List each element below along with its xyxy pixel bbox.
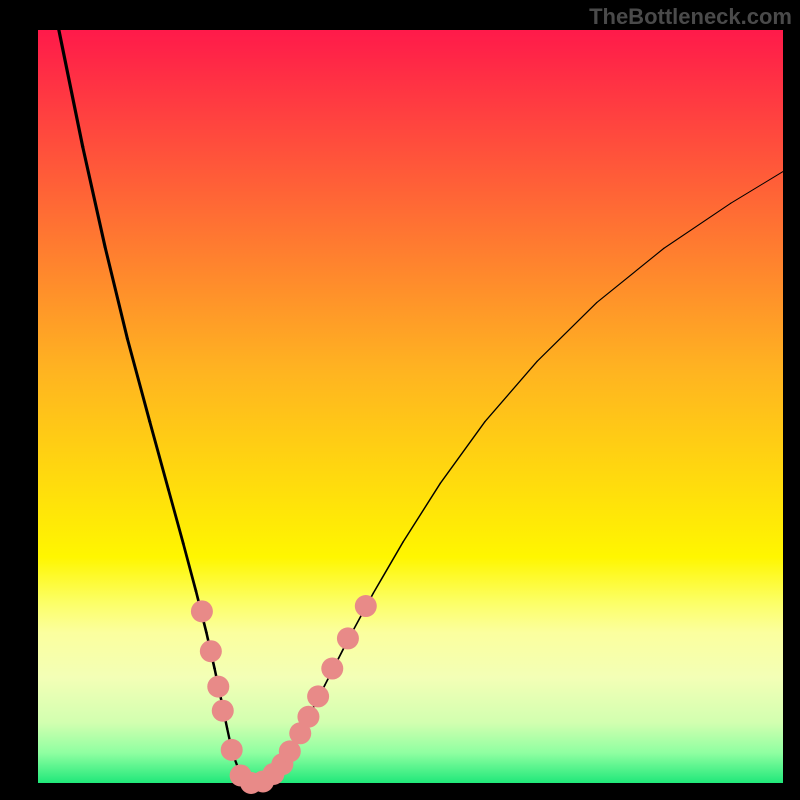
data-dot — [200, 640, 222, 662]
curve-segment — [127, 339, 149, 422]
curve-segment — [597, 248, 664, 302]
data-dot — [207, 676, 229, 698]
data-dot — [355, 595, 377, 617]
data-dot — [191, 600, 213, 622]
curve-segment — [150, 422, 169, 490]
curve-segment — [485, 361, 537, 421]
curve-segment — [83, 147, 105, 247]
chart-svg — [38, 30, 783, 783]
plot-area — [38, 30, 783, 783]
main-curve — [59, 30, 783, 783]
curve-segment — [105, 247, 127, 339]
data-dot — [212, 700, 234, 722]
curve-segment — [403, 483, 440, 542]
watermark-text: TheBottleneck.com — [589, 4, 792, 30]
data-dot — [307, 685, 329, 707]
data-dots — [191, 595, 377, 794]
curve-segment — [373, 542, 403, 593]
curve-segment — [537, 303, 597, 362]
curve-segment — [731, 172, 783, 204]
data-dot — [321, 658, 343, 680]
curve-segment — [440, 422, 485, 484]
data-dot — [221, 739, 243, 761]
data-dot — [337, 627, 359, 649]
curve-segment — [168, 489, 183, 543]
data-dot — [297, 706, 319, 728]
curve-segment — [664, 203, 731, 248]
curve-segment — [59, 30, 83, 147]
curve-segment — [183, 544, 196, 591]
